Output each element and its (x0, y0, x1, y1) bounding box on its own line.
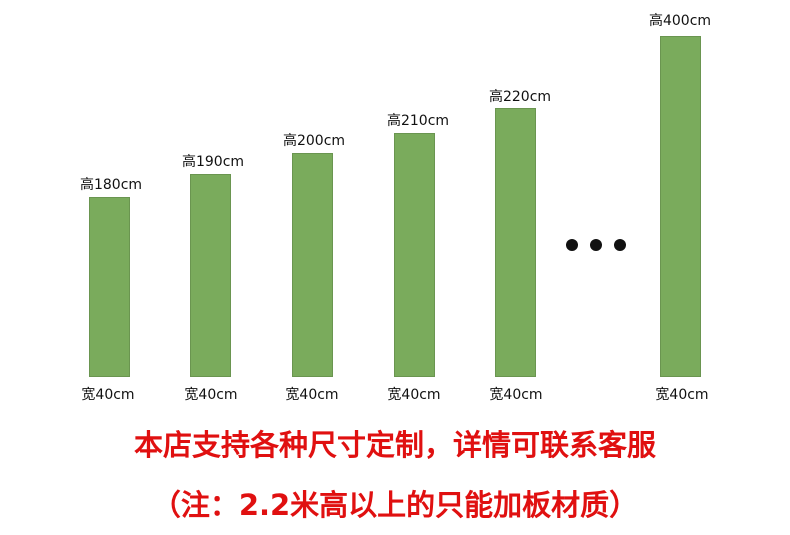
bar-190 (190, 174, 231, 377)
bar-220 (495, 108, 536, 377)
material-note: （注：2.2米高以上的只能加板材质） (151, 488, 639, 522)
height-label-200: 高200cm (282, 133, 346, 149)
bar-200 (292, 153, 333, 377)
width-label-210: 宽40cm (387, 387, 441, 403)
height-label-400: 高400cm (648, 13, 712, 29)
bar-180 (89, 197, 130, 377)
ellipsis-dots (563, 232, 633, 258)
width-label-180: 宽40cm (81, 387, 135, 403)
height-label-220: 高220cm (488, 89, 552, 105)
bar-400 (660, 36, 701, 377)
width-label-220: 宽40cm (489, 387, 543, 403)
width-label-190: 宽40cm (184, 387, 238, 403)
height-label-190: 高190cm (181, 154, 245, 170)
dot-2 (590, 239, 602, 251)
height-label-180: 高180cm (79, 177, 143, 193)
height-label-210: 高210cm (386, 113, 450, 129)
width-label-200: 宽40cm (285, 387, 339, 403)
width-label-400: 宽40cm (655, 387, 709, 403)
dot-3 (614, 239, 626, 251)
dot-1 (566, 239, 578, 251)
custom-size-note: 本店支持各种尺寸定制，详情可联系客服 (133, 428, 656, 462)
bar-210 (394, 133, 435, 377)
